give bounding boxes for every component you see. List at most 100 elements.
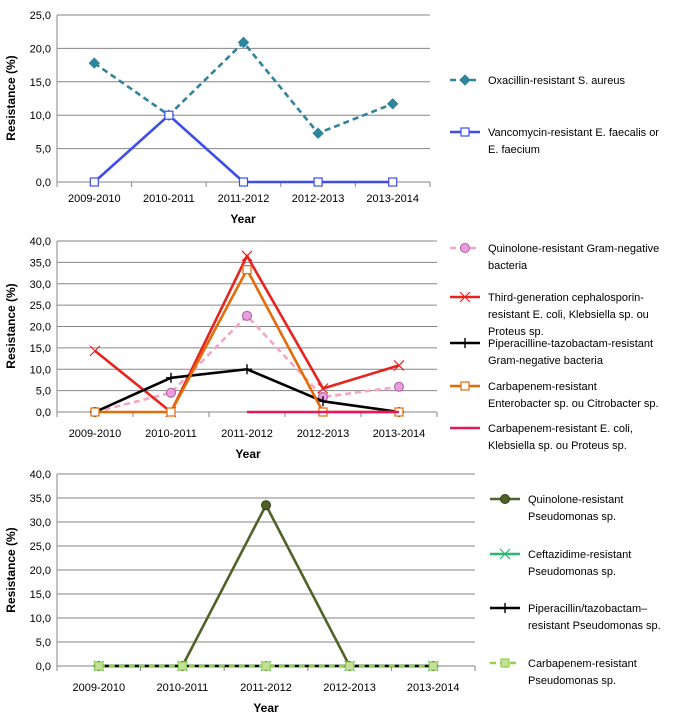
data-point (394, 381, 404, 392)
data-point (242, 364, 252, 375)
legend-swatch-marker (499, 548, 511, 560)
y-axis-title: Resistance (%) (4, 55, 18, 140)
y-tick-label: 10,0 (30, 613, 51, 625)
legend-entry: Carbapenem-resistant E. coli, Klebsiella … (450, 423, 633, 452)
legend-label: Pseudomonas sp. (528, 566, 616, 578)
y-tick-label: 20,0 (30, 322, 51, 334)
x-axis-title: Year (230, 212, 256, 226)
legend-swatch-marker (500, 603, 510, 613)
legend-entry: Piperacilline-tazobactam-resistant Gram-n… (450, 338, 653, 367)
data-point (166, 387, 176, 398)
legend-entry: Piperacillin/tazobactam– resistant Pseudo… (490, 603, 661, 632)
data-point (318, 396, 328, 407)
series-2 (89, 110, 398, 187)
data-point (164, 110, 174, 120)
data-point (89, 345, 101, 357)
y-tick-label: 40,0 (30, 236, 51, 248)
series-line (94, 254, 400, 414)
x-axis-title: Year (235, 447, 261, 461)
y-tick-label: 10,0 (30, 110, 51, 122)
y-tick-label: 40,0 (30, 469, 51, 481)
y-tick-label: 15,0 (30, 77, 51, 89)
legend-entry: Carbapenem-resistant Enterobacter sp. ou … (450, 381, 659, 410)
data-point (312, 127, 324, 139)
legend-swatch-marker (459, 291, 471, 303)
x-tick-label: 2013-2014 (373, 428, 426, 440)
data-point (166, 372, 176, 383)
data-point (89, 177, 99, 187)
data-point (166, 407, 176, 417)
y-axis-title: Resistance (%) (4, 527, 18, 612)
legend-label: Quinolone-resistant Gram-negative (488, 243, 659, 255)
data-point (428, 661, 438, 671)
series-1 (90, 310, 404, 417)
data-point (313, 177, 323, 187)
y-tick-label: 15,0 (30, 343, 51, 355)
legend-swatch-marker (460, 338, 470, 348)
y-tick-label: 5,0 (36, 637, 51, 649)
chart-2: 0,0 5,0 10,0 15,0 20,0 25,0 30,0 35,0 40,0 2009-2… (4, 236, 659, 461)
legend-label: bacteria (488, 260, 528, 272)
legend-label: Oxacillin-resistant S. aureus (488, 75, 625, 87)
legend-label: Klebsiella sp. ou Proteus sp. (488, 440, 627, 452)
y-tick-label: 25,0 (30, 541, 51, 553)
x-tick-label: 2010-2011 (157, 682, 209, 694)
data-point (238, 177, 249, 187)
x-axis-title: Year (253, 701, 279, 715)
data-point (237, 36, 250, 49)
x-tick-label: 2010-2011 (143, 193, 195, 205)
legend-label: resistant E. coli, Klebsiella sp. ou (488, 309, 649, 321)
legend-entry: Quinolone-resistant Gram-negative bacteri… (450, 243, 659, 272)
x-tick-label: 2013-2014 (366, 193, 419, 205)
x-tick-label: 2011-2012 (218, 193, 270, 205)
chart-1: 0,0 5,0 10,0 15,0 20,0 25,0 2009-2010 2010-2011… (4, 10, 659, 226)
legend-label: Pseudomonas sp. (528, 675, 616, 687)
legend-swatch-marker (460, 243, 470, 253)
data-point (261, 661, 271, 671)
data-point (317, 383, 329, 394)
y-tick-label: 25,0 (30, 300, 51, 312)
data-point (177, 661, 187, 671)
legend-label: Piperacillin/tazobactam– (528, 603, 648, 615)
data-point (242, 265, 252, 275)
x-tick-label: 2009-2010 (69, 428, 122, 440)
legend-label: resistant Pseudomonas sp. (528, 620, 661, 632)
y-tick-label: 0,0 (36, 661, 51, 673)
data-point (386, 98, 399, 110)
y-tick-label: 25,0 (30, 10, 51, 22)
legend-entry: Quinolone-resistant Pseudomonas sp. (490, 494, 623, 523)
y-tick-label: 0,0 (36, 407, 51, 419)
y-tick-label: 30,0 (30, 517, 51, 529)
legend-entry: Third-generation cephalosporin-resistant… (450, 291, 649, 338)
x-tick-label: 2009-2010 (68, 193, 121, 205)
legend-label: Carbapenem-resistant E. coli, (488, 423, 633, 435)
series-1 (88, 36, 399, 139)
legend-entry: Ceftazidime-resistant Pseudomonas sp. (490, 548, 631, 578)
x-tick-label: 2012-2013 (292, 193, 345, 205)
y-tick-label: 5,0 (36, 386, 51, 398)
x-tick-label: 2010-2011 (145, 428, 197, 440)
x-tick-label: 2013-2014 (407, 682, 460, 694)
legend-label: Quinolone-resistant (528, 494, 623, 506)
series-4 (94, 661, 438, 671)
legend-swatch-marker (500, 494, 510, 504)
data-point (88, 57, 101, 69)
legend-label: Carbapenem-resistant (528, 658, 637, 670)
y-tick-label: 20,0 (30, 43, 51, 55)
y-tick-label: 15,0 (30, 589, 51, 601)
chart-3: 0,0 5,0 10,0 15,0 20,0 25,0 30,0 35,0 40,0 2009-2… (4, 469, 661, 715)
legend-entry: Carbapenem-resistant Pseudomonas sp. (490, 658, 637, 687)
series-line (94, 314, 400, 414)
legend-swatch-marker (460, 381, 470, 391)
series-line (93, 41, 394, 135)
legend-entry: Vancomycin-resistant E. faecalis or E. fa… (450, 127, 659, 156)
legend-label: Enterobacter sp. ou Citrobacter sp. (488, 398, 659, 410)
y-tick-label: 20,0 (30, 565, 51, 577)
y-tick-label: 35,0 (30, 257, 51, 269)
data-point (393, 359, 405, 371)
legend-swatch-marker (500, 658, 510, 668)
y-tick-label: 30,0 (30, 279, 51, 291)
data-point (90, 407, 100, 417)
legend-label: Proteus sp. (488, 326, 544, 338)
